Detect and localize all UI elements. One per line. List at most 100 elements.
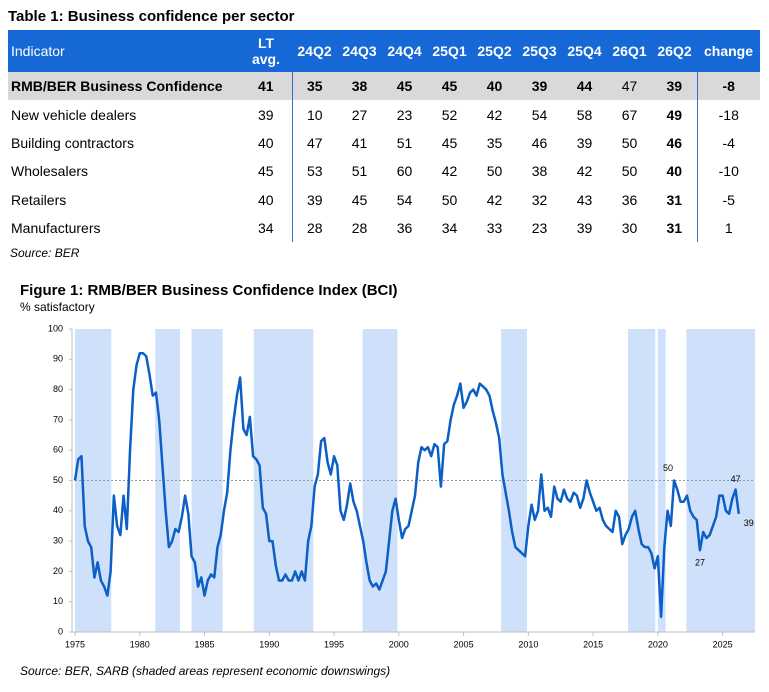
table-cell: 28 [291,213,337,243]
downswing-shade [75,329,112,632]
row-label: Wholesalers [11,163,89,180]
row-label: Manufacturers [11,220,101,237]
table-cell: 34 [441,220,458,237]
table-cell: 50 [621,134,638,151]
table-cell: 45 [351,191,368,208]
table-cell: 27 [351,106,368,123]
downswing-shade [501,329,528,632]
header-cell: 25Q1 [427,30,472,72]
table-row: Manufacturers 34 28 28 36 34 33 23 39 30 31 1 [8,213,760,243]
table-cell: 31 [666,220,683,237]
table-cell: 39 [291,185,337,214]
header-cell: 25Q4 [562,30,607,72]
x-tick-label: 1995 [324,639,344,649]
table-cell: 50 [486,163,503,180]
x-tick-label: 2010 [518,639,538,649]
row-label: New vehicle dealers [11,106,137,123]
table-cell: 42 [441,163,458,180]
table-cell: 38 [337,72,382,101]
table-cell: 39 [576,134,593,151]
y-tick-label: 70 [53,414,63,424]
y-tick-label: 100 [48,323,63,333]
y-axis-label: % satisfactory [20,300,95,314]
table-row: Retailers 40 39 45 54 50 42 32 43 36 31 -5 [8,185,760,214]
table-cell: 32 [531,191,548,208]
row-label: Building contractors [11,134,134,151]
table-cell: 45 [257,163,274,180]
table-cell: -5 [696,185,760,214]
header-cell: 25Q2 [472,30,517,72]
table-cell: 10 [291,100,337,129]
table-row: New vehicle dealers 39 10 27 23 52 42 54 58 67 49-… [8,100,760,129]
table-cell: 42 [576,163,593,180]
row-label: RMB/BER Business Confidence [8,72,240,101]
x-tick-label: 2025 [713,639,733,649]
table-cell: 41 [351,134,368,151]
table-cell: 44 [562,72,607,101]
table-cell: 39 [576,220,593,237]
table-cell: 41 [240,72,292,101]
bci-line [73,351,741,619]
table-cell: 40 [257,134,274,151]
table-cell: -10 [696,157,760,186]
x-tick-label: 1990 [259,639,279,649]
header-cell: 26Q2 [652,30,697,72]
header-cell: LT avg. [240,30,292,72]
table-cell: 47 [607,72,652,101]
x-tick-label: 2005 [454,639,474,649]
table-cell: 50 [441,191,458,208]
header-cell: 24Q4 [382,30,427,72]
table-cell: 52 [441,106,458,123]
x-tick-label: 2020 [648,639,668,649]
header-cell: 24Q2 [292,30,337,72]
y-tick-label: 40 [53,505,63,515]
table-cell: 51 [396,134,413,151]
table-cell: 38 [531,163,548,180]
point-label: 50 [663,463,673,473]
table-cell: 46 [666,134,683,151]
table-cell: 43 [576,191,593,208]
x-tick-label: 1975 [65,639,85,649]
table-cell: 40 [257,191,274,208]
table-cell: -8 [696,72,760,101]
x-tick-label: 1985 [195,639,215,649]
y-tick-label: 30 [53,535,63,545]
point-label: 27 [695,558,705,568]
downswing-shade [657,329,666,632]
y-tick-label: 10 [53,596,63,606]
table-cell: 45 [427,72,472,101]
table-cell: 54 [531,106,548,123]
table-cell: 28 [351,220,368,237]
table-cell: 23 [396,106,413,123]
table-cell: 49 [666,106,683,123]
table-cell: 60 [396,163,413,180]
table-cell: 67 [621,106,638,123]
table-cell: 39 [652,72,697,101]
table-cell: 45 [382,72,427,101]
table-cell: 35 [291,72,337,101]
y-tick-label: 50 [53,475,63,485]
table-cell: 39 [257,106,274,123]
table-row: Building contractors 40 47 41 51 45 35 46 39 50 46… [8,128,760,158]
table-cell: 42 [486,106,503,123]
table-cell: 30 [621,220,638,237]
row-label: Retailers [11,191,67,208]
table-cell: 42 [486,191,503,208]
table-cell: 31 [666,191,683,208]
table-cell: 40 [472,72,517,101]
table-cell: 36 [621,191,638,208]
header-cell: Indicator [8,30,240,72]
table-cell: 47 [291,128,337,158]
y-tick-label: 0 [58,626,63,636]
point-label: 47 [731,474,741,484]
figure-source: Source: BER, SARB (shaded areas represen… [20,664,391,678]
table-cell: 50 [621,163,638,180]
header-cell: change [697,30,760,72]
table-cell: 39 [517,72,562,101]
chart: 0 10 20 30 40 50 60 70 80 90 100 1975 1980 1985 1990 19… [48,323,755,649]
header-cell: 24Q3 [337,30,382,72]
table-cell: 1 [696,213,760,243]
table-cell: 51 [351,163,368,180]
table-cell: 46 [531,134,548,151]
